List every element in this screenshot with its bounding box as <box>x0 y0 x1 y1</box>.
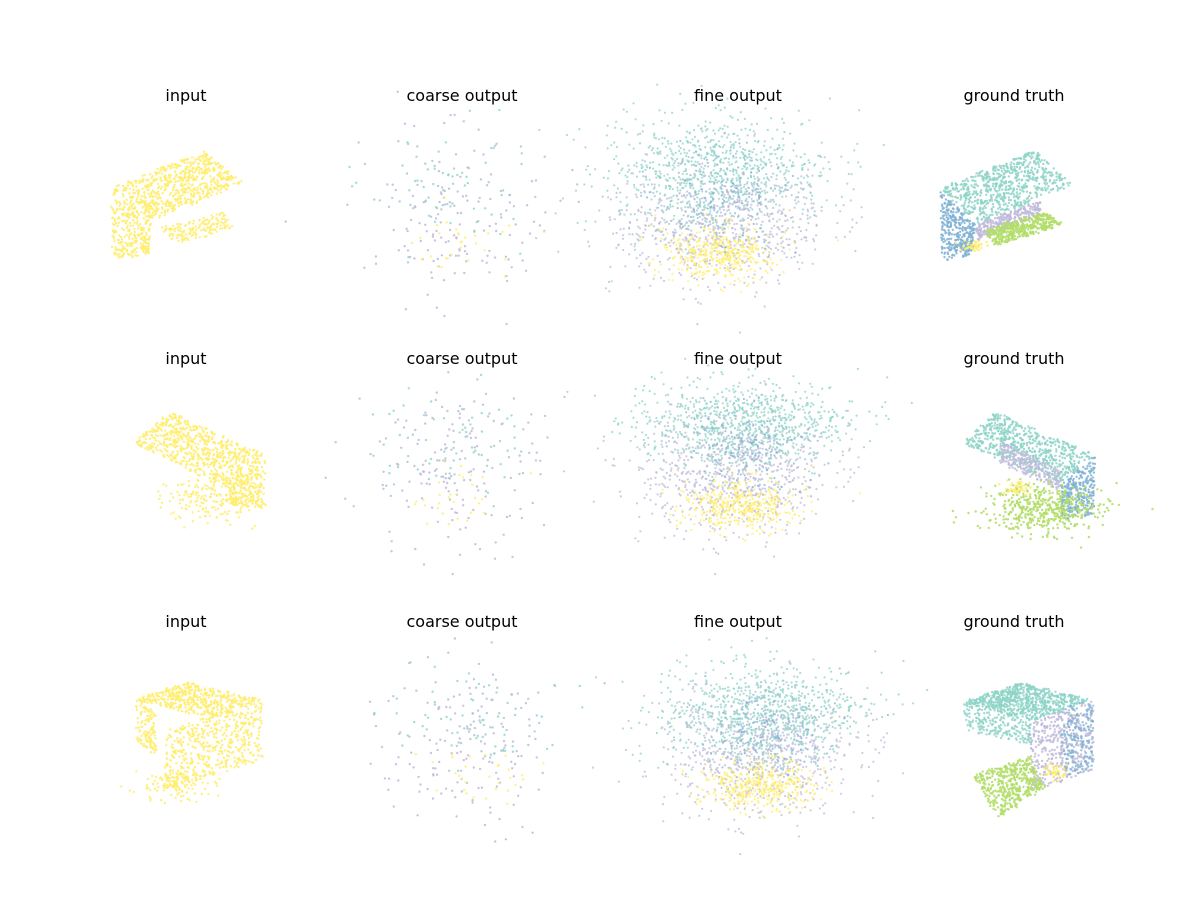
panel-title-r1-coarse: coarse output <box>406 86 518 105</box>
fine-cloud-r2 <box>563 357 913 576</box>
panel-title-r3-fine: fine output <box>694 612 782 631</box>
panel-title-r1-fine: fine output <box>694 86 782 105</box>
panel-title-r2-coarse: coarse output <box>406 349 518 368</box>
coarse-cloud-r3 <box>368 637 606 843</box>
panel-title-r2-fine: fine output <box>694 349 782 368</box>
truth-cloud-r1 <box>939 151 1072 261</box>
panel-title-r1-truth: ground truth <box>963 86 1065 105</box>
truth-cloud-r2 <box>951 413 1154 549</box>
panel-title-r3-coarse: coarse output <box>406 612 518 631</box>
input-cloud-r2 <box>135 412 267 530</box>
fine-cloud-r3 <box>591 637 929 856</box>
fine-cloud-r1 <box>535 83 885 334</box>
input-cloud-r3 <box>120 681 264 805</box>
panel-title-r1-input: input <box>165 86 207 105</box>
panel-title-r2-truth: ground truth <box>963 349 1065 368</box>
coarse-cloud-r1 <box>284 90 580 326</box>
truth-cloud-r3 <box>962 682 1095 818</box>
panel-title-r3-input: input <box>165 612 207 631</box>
coarse-cloud-r2 <box>324 371 566 576</box>
panel-title-r2-input: input <box>165 349 207 368</box>
input-cloud-r1 <box>110 150 243 259</box>
panel-title-r3-truth: ground truth <box>963 612 1065 631</box>
